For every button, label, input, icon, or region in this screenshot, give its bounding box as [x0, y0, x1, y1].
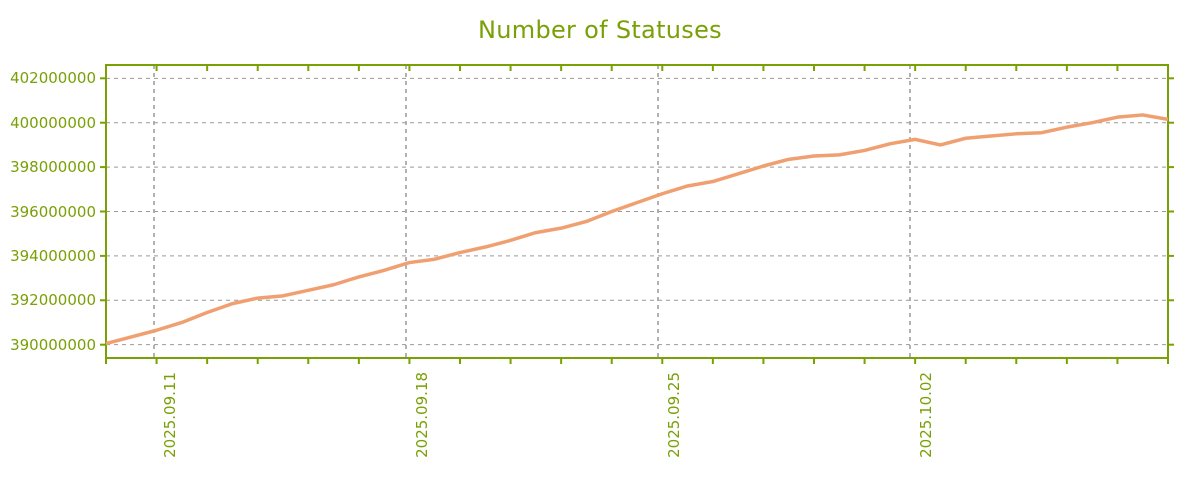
y-axis-tick-label: 398000000 — [10, 158, 96, 177]
x-axis-tick-label: 2025.10.02 — [917, 372, 935, 458]
x-axis-tick-label: 2025.09.25 — [665, 372, 683, 458]
y-axis-tick-label: 392000000 — [10, 291, 96, 310]
gridlines-group — [106, 65, 1168, 358]
y-axis-tick-label: 394000000 — [10, 246, 96, 265]
y-axis-tick-label: 390000000 — [10, 335, 96, 354]
data-series-line — [105, 113, 1169, 346]
y-axis-tick-label: 402000000 — [10, 69, 96, 88]
plot-border — [105, 64, 1169, 359]
y-axis-tick-label: 400000000 — [10, 113, 96, 132]
y-axis-tick-label: 396000000 — [10, 202, 96, 221]
x-axis-tick-label: 2025.09.11 — [161, 372, 179, 458]
axis-ticks-group — [100, 65, 1174, 364]
chart-title: Number of Statuses — [478, 16, 722, 44]
x-axis-tick-label: 2025.09.18 — [413, 372, 431, 458]
